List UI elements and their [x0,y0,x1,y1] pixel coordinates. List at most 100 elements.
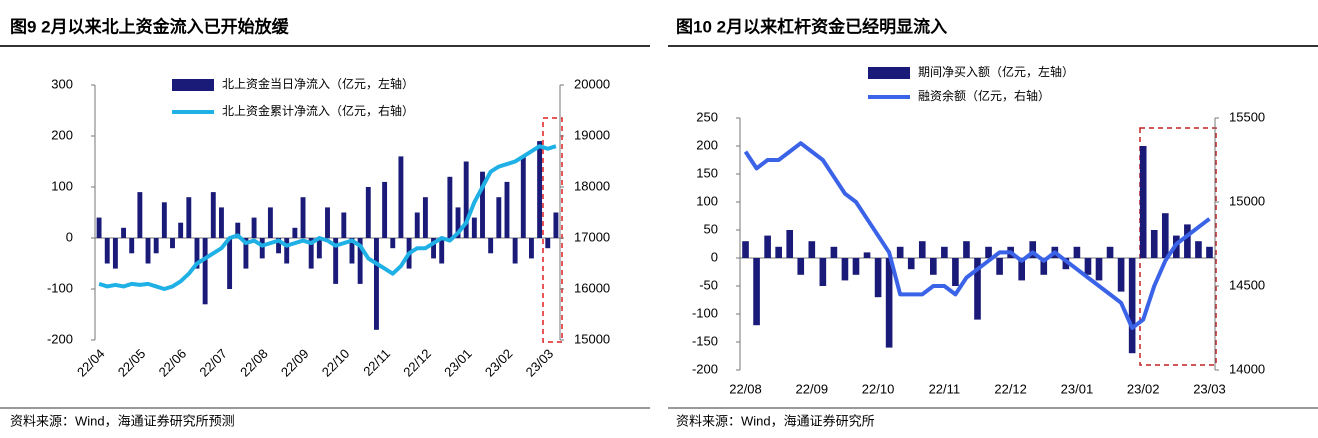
y-tick-label: 250 [696,109,718,124]
y-tick-label: 50 [704,221,718,236]
bar [455,207,461,238]
y2-tick-label: 14000 [1229,361,1265,376]
bar [907,258,915,270]
bar [512,238,518,264]
y2-tick-label: 14500 [1229,277,1265,292]
bar [819,258,827,286]
source-note: 资料来源：Wind，海通证券研究所 [676,413,875,428]
x-tick-label: 22/09 [796,381,829,396]
bar [186,197,192,238]
x-tick-label: 22/10 [862,381,895,396]
bar [545,238,551,249]
bar [918,241,926,258]
y2-tick-label: 20000 [574,76,610,91]
line-series [743,141,1211,330]
x-tick-label: 22/09 [278,346,312,380]
x-tick-label: 23/03 [1193,381,1226,396]
bar [341,212,347,238]
bar [520,156,526,238]
x-tick-label: 23/03 [523,346,557,380]
x-tick-label: 22/05 [115,346,149,380]
bar [808,241,816,258]
chart-title: 图9 2月以来北上资金流入已开始放缓 [10,16,290,36]
x-tick-label: 23/01 [1061,381,1094,396]
x-tick-label: 22/12 [994,381,1027,396]
bar [952,258,959,286]
bar [308,238,314,269]
bar [170,238,175,249]
x-tick-label: 22/06 [156,346,190,380]
bar [786,230,794,258]
y-tick-label: -150 [692,333,718,348]
y-tick-label: -200 [47,331,73,346]
bar [1073,246,1081,258]
legend-label: 北上资金累计净流入（亿元，右轴） [222,103,414,118]
line-series [98,144,557,291]
bar [202,238,208,305]
bar [161,202,167,238]
bar [300,197,306,238]
bar [414,212,420,238]
x-tick-label: 22/11 [929,381,961,396]
bar [194,238,200,269]
bar [439,238,445,264]
bar [153,238,159,254]
bar [841,258,849,281]
bar [874,258,882,298]
bar [1062,258,1070,270]
y2-tick-label: 19000 [574,127,610,142]
bar [227,238,233,289]
bar [243,238,249,269]
legend-label: 融资余额（亿元，右轴） [918,88,1050,103]
legend-label: 北上资金当日净流入（亿元，左轴） [222,76,414,91]
bar [145,238,151,264]
y-tick-label: -50 [699,277,718,292]
y2-tick-label: 17000 [574,229,610,244]
bar [259,238,265,259]
bar [553,212,559,238]
bar [235,222,241,238]
y-tick-label: 100 [51,178,73,193]
legend-label: 期间净买入额（亿元，左轴） [918,64,1074,79]
bar [1206,246,1213,258]
bar [219,207,224,238]
y2-tick-label: 15000 [574,331,610,346]
bar [447,176,453,238]
x-tick-label: 22/04 [74,346,108,380]
bar [178,222,184,238]
chart-title: 图10 2月以来杠杆资金已经明显流入 [676,16,947,36]
y-tick-label: 200 [51,127,73,142]
bar [316,238,322,259]
y2-tick-label: 15500 [1229,109,1265,124]
bar [129,238,135,254]
bar [121,227,126,238]
bar [1195,241,1202,258]
bar [537,141,543,238]
bar [325,207,330,238]
bar [496,197,502,238]
bar [963,241,970,258]
bar [431,238,436,259]
y-tick-label: -100 [692,305,718,320]
y-tick-label: 0 [66,229,73,244]
bar [1095,258,1103,281]
bar [1117,258,1125,292]
bar [852,258,860,275]
bar [488,238,494,254]
bar [1184,224,1191,258]
bar [529,238,534,259]
bar [830,246,838,258]
x-tick-label: 22/11 [360,346,393,379]
bar [276,238,281,254]
y2-tick-label: 18000 [574,178,610,193]
bar [1161,213,1169,258]
bar [96,217,102,238]
y-tick-label: 0 [711,249,718,264]
y-tick-label: 200 [696,137,718,152]
x-tick-label: 23/02 [482,346,516,380]
bar [996,258,1003,275]
x-tick-label: 23/02 [1127,381,1160,396]
legend-swatch [868,67,910,79]
bar [941,246,948,258]
bar [471,217,477,238]
